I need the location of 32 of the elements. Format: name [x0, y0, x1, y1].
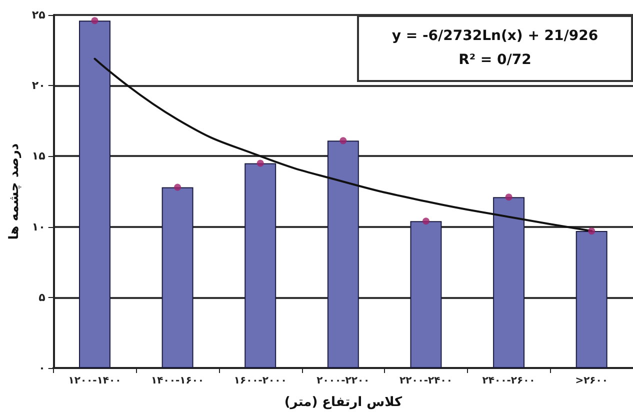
- x-tick-label: ۱۴۰۰-۱۶۰۰: [151, 376, 204, 386]
- bar: [79, 20, 110, 368]
- text-box: y = -6/2732Ln(x) + 21/926 R² = 0/72: [357, 15, 633, 82]
- point: [340, 137, 347, 144]
- x-axis-title: کلاس ارتفاع (متر): [284, 395, 402, 410]
- y-tick-label: ۱۵: [32, 150, 46, 163]
- bar: [244, 163, 276, 368]
- y-tick-label: ۱۰: [32, 220, 46, 234]
- bar: [410, 221, 442, 368]
- point: [588, 228, 596, 235]
- point: [256, 160, 264, 167]
- x-tick-label: >۲۶۰۰: [575, 376, 608, 386]
- y-tick-label: ۲۰: [32, 79, 46, 92]
- x-tick-label: ۱۲۰۰-۱۴۰۰: [68, 376, 122, 386]
- bar: [576, 231, 608, 368]
- y-tick-label: ۵: [38, 290, 46, 304]
- y-tick-label: ۰: [38, 362, 46, 374]
- point: [505, 194, 512, 201]
- annotation: y = -6/2732Ln(x) + 21/926: [390, 27, 600, 46]
- point: [174, 184, 182, 191]
- y-axis-title: درصد چشمه ها: [7, 142, 22, 240]
- y-tick-label: ۲۵: [32, 8, 46, 22]
- point: [422, 218, 430, 225]
- bar: [327, 140, 359, 368]
- x-tick-label: ۱۶۰۰-۲۰۰۰: [234, 376, 287, 386]
- bar: [493, 197, 525, 368]
- x-tick-label: ۲۲۰۰-۲۴۰۰: [399, 376, 452, 386]
- x-tick-label: ۲۴۰۰-۲۶۰۰: [482, 376, 536, 386]
- x-tick-label: ۲۰۰۰-۲۲۰۰: [316, 376, 370, 386]
- point: [91, 17, 98, 24]
- annotation: R² = 0/72: [458, 51, 532, 70]
- bar: [162, 187, 194, 368]
